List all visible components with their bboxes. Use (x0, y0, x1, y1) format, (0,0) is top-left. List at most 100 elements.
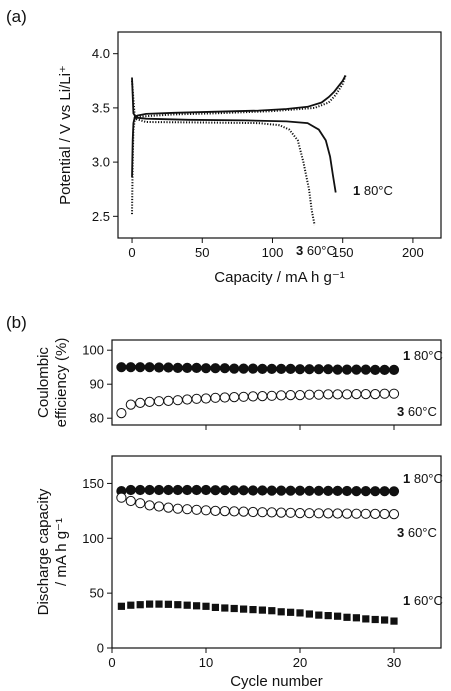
dc-point-cell3-60c (285, 507, 296, 518)
x-tick-label: 30 (387, 655, 401, 670)
annotation-temperature: 60°C (404, 525, 437, 540)
annotation-temperature: 60°C (404, 404, 437, 419)
ce-point-cell3-60c (304, 389, 315, 400)
ce-point-cell3-60c (182, 394, 193, 405)
ce-point-cell1-80c (313, 364, 324, 375)
plot-frame (111, 339, 442, 426)
ce-point-cell3-60c (332, 389, 343, 400)
y-axis-label: efficiency (%) (53, 338, 70, 428)
dc-point-cell1-60c (258, 606, 266, 614)
dc-point-cell1-60c (352, 614, 360, 622)
ce-point-cell3-60c (135, 397, 146, 408)
dc-point-cell1-60c (343, 613, 351, 621)
annotation-number: 1 (403, 593, 410, 608)
dc-point-cell1-80c (191, 484, 202, 496)
dc-point-cell1-80c (238, 485, 249, 496)
chart-coulombic-efficiency: 80 90 100 Coulombic efficiency (%) 1 80°C 3 60… (35, 338, 443, 430)
dc-point-cell1-60c (296, 609, 304, 617)
ce-point-cell1-80c (116, 362, 127, 373)
dc-point-cell1-60c (136, 601, 144, 609)
ce-point-cell1-80c (247, 363, 259, 374)
series-annotation: 1 80°C (403, 471, 443, 486)
dc-point-cell3-60c (182, 504, 193, 515)
ce-point-cell1-80c (379, 364, 390, 375)
dc-point-cell1-80c (341, 485, 353, 497)
dc-point-cell1-80c (323, 485, 334, 496)
x-tick-label: 0 (108, 655, 115, 670)
dc-point-cell1-60c (249, 606, 257, 614)
dc-point-cell1-60c (164, 600, 172, 608)
annotation-temperature: 80°C (410, 348, 443, 363)
ce-point-cell3-60c (210, 392, 221, 403)
dc-point-cell1-80c (304, 485, 315, 496)
dc-point-cell1-80c (182, 484, 193, 496)
dc-point-cell3-60c (341, 508, 353, 519)
x-tick-label: 20 (293, 655, 307, 670)
dc-point-cell1-60c (174, 601, 182, 609)
dc-point-cell1-80c (163, 484, 174, 496)
x-tick-label: 0 (128, 245, 135, 260)
ce-point-cell1-80c (323, 364, 334, 375)
dc-point-cell3-60c (153, 501, 165, 512)
ce-point-cell1-80c (351, 364, 362, 375)
ce-point-cell1-80c (238, 363, 249, 374)
dc-point-cell1-80c (135, 484, 146, 496)
series-line-cell1-80c-discharge (131, 77, 337, 193)
annotation-number: 1 (403, 471, 410, 486)
dc-point-cell1-80c (247, 485, 259, 496)
ce-point-cell3-60c (125, 399, 136, 410)
x-tick-label: 150 (332, 245, 354, 260)
dc-point-cell1-60c (334, 612, 342, 620)
ce-point-cell3-60c (370, 389, 381, 400)
panel-a-label: (a) (6, 7, 27, 26)
ce-point-cell3-60c (116, 408, 127, 419)
series-annotation: 1 60°C (403, 593, 443, 608)
dc-point-cell3-60c (116, 492, 127, 503)
ce-point-cell3-60c (191, 393, 202, 404)
dc-point-cell1-60c (287, 608, 295, 616)
x-tick-label: 100 (262, 245, 284, 260)
ce-point-cell1-80c (182, 362, 193, 373)
dc-point-cell1-80c (257, 485, 268, 496)
y-tick-label: 150 (82, 476, 104, 491)
dc-point-cell1-60c (211, 603, 219, 611)
plot-frame (117, 31, 442, 239)
dc-point-cell1-80c (351, 486, 362, 497)
ce-point-cell1-80c (294, 364, 306, 375)
dc-point-cell1-60c (221, 604, 229, 612)
dc-point-cell1-60c (315, 611, 323, 619)
dc-point-cell1-60c (193, 602, 201, 610)
series-annotation: 1 80°C (353, 183, 393, 198)
ce-point-cell1-80c (210, 363, 221, 374)
dc-point-cell3-60c (238, 506, 249, 517)
chart-discharge-capacity: 0 50 100 150 0 10 20 30 Cycle number Discharge ca… (35, 455, 443, 690)
dc-point-cell3-60c (144, 500, 155, 511)
dc-point-cell1-60c (117, 602, 125, 610)
dc-point-cell1-80c (153, 484, 165, 496)
ce-point-cell1-80c (191, 362, 202, 373)
dc-point-cell1-80c (313, 485, 324, 496)
dc-point-cell1-80c (125, 484, 136, 496)
dc-point-cell1-80c (172, 484, 183, 496)
dc-point-cell3-60c (379, 508, 390, 520)
series-annotation: 3 60°C (397, 525, 437, 540)
ce-point-cell3-60c (341, 389, 353, 400)
ce-point-cell1-80c (219, 363, 230, 374)
dc-point-cell3-60c (191, 504, 202, 515)
ce-point-cell3-60c (172, 395, 183, 406)
annotation-number: 3 (397, 404, 404, 419)
series-line-cell3-60c-charge (131, 75, 347, 215)
annotation-temperature: 80°C (410, 471, 443, 486)
dc-point-cell1-80c (379, 486, 390, 497)
dc-point-cell1-80c (294, 485, 306, 496)
dc-point-cell1-60c (230, 604, 238, 613)
dc-point-cell3-60c (332, 508, 343, 519)
ce-point-cell3-60c (285, 390, 296, 401)
dc-point-cell1-80c (210, 485, 221, 496)
dc-point-cell1-80c (388, 486, 400, 497)
dc-point-cell1-60c (324, 612, 332, 620)
ce-point-cell1-80c (153, 362, 165, 373)
ce-point-cell1-80c (370, 364, 381, 375)
ce-point-cell1-80c (332, 364, 343, 375)
ce-point-cell1-80c (266, 363, 277, 374)
